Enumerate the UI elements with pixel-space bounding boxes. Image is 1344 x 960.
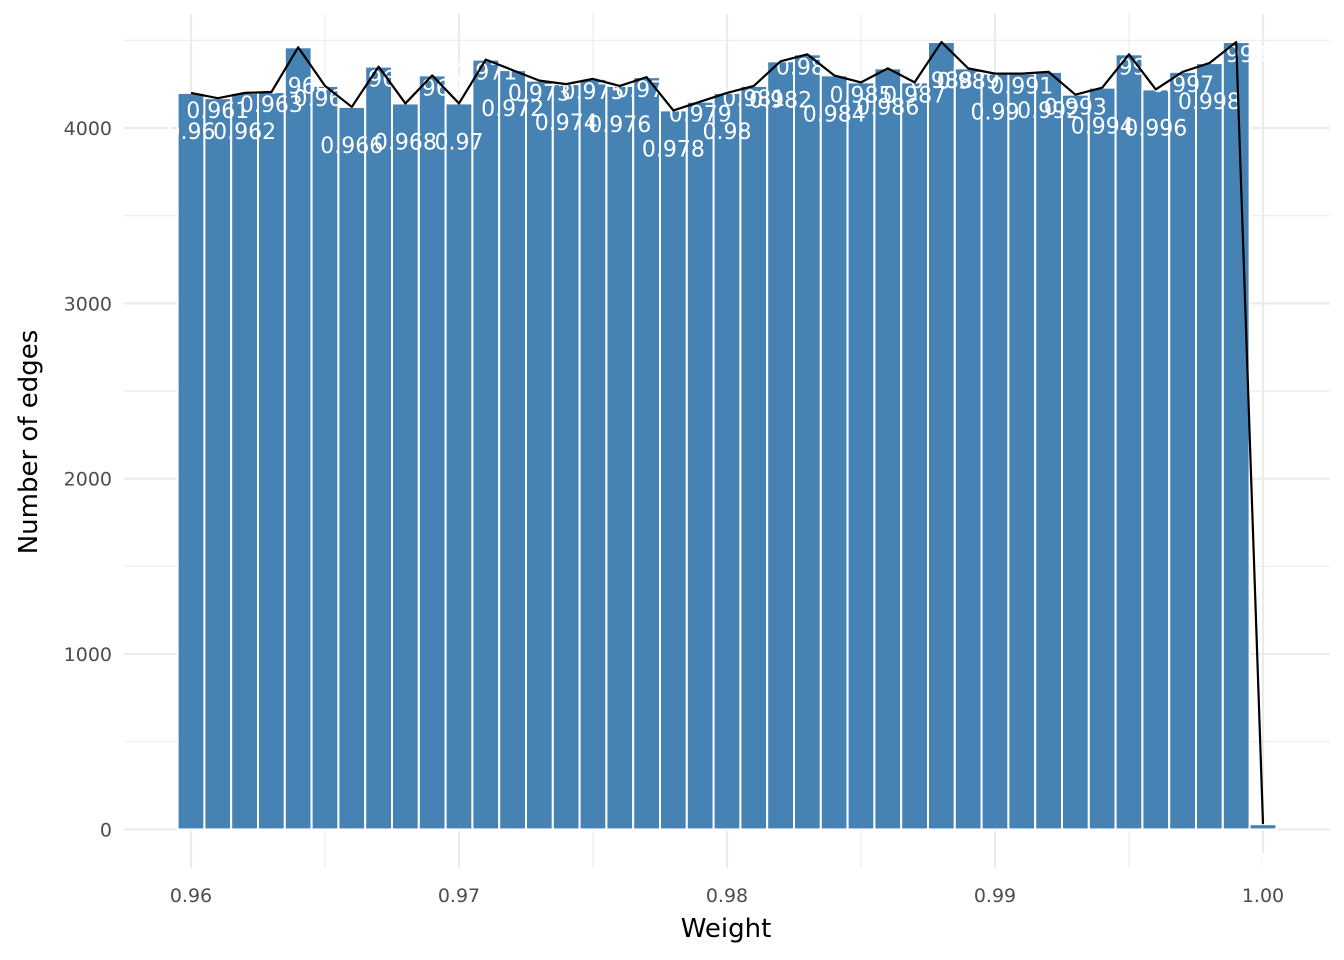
bar-value-label: 0.971 xyxy=(454,61,517,86)
bar xyxy=(819,74,849,831)
frequency-line-layer xyxy=(190,40,1265,825)
bar xyxy=(1061,93,1090,831)
bar-value-label: 0.982 xyxy=(749,88,812,113)
bar xyxy=(712,91,742,831)
bar-value-label: 1 xyxy=(1256,851,1270,876)
bar xyxy=(498,69,528,831)
bar-value-label: 0.977 xyxy=(615,78,678,103)
x-tick-label: 1.00 xyxy=(1242,885,1284,907)
bars xyxy=(176,41,1278,831)
bar xyxy=(846,81,876,831)
bar xyxy=(1034,70,1063,831)
bar-value-label: 0.984 xyxy=(803,102,866,127)
bar xyxy=(685,100,715,831)
bar xyxy=(391,102,420,831)
bar-value-label: 0.992 xyxy=(1017,99,1080,124)
bar-value-label: 0.974 xyxy=(535,111,598,136)
bar xyxy=(900,81,930,831)
bar xyxy=(257,91,286,831)
bar-value-label: 0.966 xyxy=(320,134,383,159)
x-tick-label: 0.97 xyxy=(438,885,480,907)
x-axis-ticks: 0.96 0.97 0.98 0.99 1.00 xyxy=(170,885,1284,907)
bar xyxy=(1087,86,1117,831)
bar xyxy=(1007,72,1037,831)
bar-value-label: 0.995 xyxy=(1098,55,1161,80)
y-tick-label: 1000 xyxy=(64,644,112,666)
bar-value-label: 0.99 xyxy=(971,101,1020,126)
y-tick-label: 3000 xyxy=(64,293,112,315)
bar xyxy=(176,91,206,831)
bar-value-label: 0.987 xyxy=(883,83,946,108)
bar-value-label: 0.963 xyxy=(240,93,303,118)
bar xyxy=(953,67,983,831)
y-tick-label: 0 xyxy=(100,819,112,841)
bar xyxy=(1221,41,1251,831)
bar xyxy=(578,77,608,831)
bar xyxy=(337,105,367,831)
bar xyxy=(1114,53,1144,831)
bar-value-label: 0.976 xyxy=(588,113,651,138)
bar-value-label: 0.998 xyxy=(1178,90,1241,115)
bar-value-label: 0.979 xyxy=(669,103,732,128)
bar-value-label: 0.972 xyxy=(481,97,544,122)
bar xyxy=(230,91,259,831)
bar xyxy=(525,79,554,831)
bar-value-label: 0.98 xyxy=(703,120,752,145)
bar xyxy=(927,41,956,831)
bar xyxy=(310,84,340,831)
bar-value-label: 0.97 xyxy=(435,130,484,155)
bar xyxy=(444,102,474,831)
bar-value-label: 0.978 xyxy=(642,137,705,162)
bar xyxy=(1248,823,1278,831)
x-tick-label: 0.98 xyxy=(706,885,748,907)
bar-value-label: 0.968 xyxy=(374,130,437,155)
bar xyxy=(364,65,394,831)
bar-value-label: 0.985 xyxy=(830,83,893,108)
bar-value-label: 0.986 xyxy=(856,95,919,120)
y-tick-label: 2000 xyxy=(64,469,112,491)
bar xyxy=(632,76,662,831)
bar xyxy=(1168,70,1197,831)
bar-value-label: 0.973 xyxy=(508,82,571,107)
bar xyxy=(873,67,903,831)
bar xyxy=(203,97,233,831)
y-axis-title: Number of edges xyxy=(14,330,44,555)
bar-value-label: 0.965 xyxy=(294,87,357,112)
x-tick-label: 0.99 xyxy=(974,885,1016,907)
y-tick-label: 4000 xyxy=(64,118,112,140)
bar-value-label: 0.996 xyxy=(1124,116,1187,141)
bar xyxy=(1141,88,1171,831)
bar xyxy=(766,60,796,831)
bar-value-label: 0.962 xyxy=(213,120,276,145)
bar xyxy=(283,46,313,831)
x-axis-title: Weight xyxy=(681,914,772,944)
bar-value-label: 0.96 xyxy=(167,120,216,145)
frequency-line xyxy=(190,40,1265,825)
bar-value-label: 0.994 xyxy=(1071,115,1134,140)
bar-value-label: 0.991 xyxy=(990,75,1053,100)
bar xyxy=(739,84,769,831)
bar xyxy=(471,58,501,831)
bar xyxy=(793,53,822,831)
bar xyxy=(980,72,1010,831)
bar-value-label: 0.961 xyxy=(186,99,249,124)
bar xyxy=(551,83,581,831)
bar-value-label: 0.993 xyxy=(1044,96,1107,121)
x-tick-label: 0.96 xyxy=(170,885,212,907)
bar xyxy=(417,74,447,831)
bar xyxy=(605,84,635,831)
y-axis-ticks: 0 1000 2000 3000 4000 xyxy=(64,118,112,841)
bar xyxy=(659,109,688,831)
bar-value-label: 0.967 xyxy=(347,68,410,93)
bar xyxy=(1195,62,1224,831)
